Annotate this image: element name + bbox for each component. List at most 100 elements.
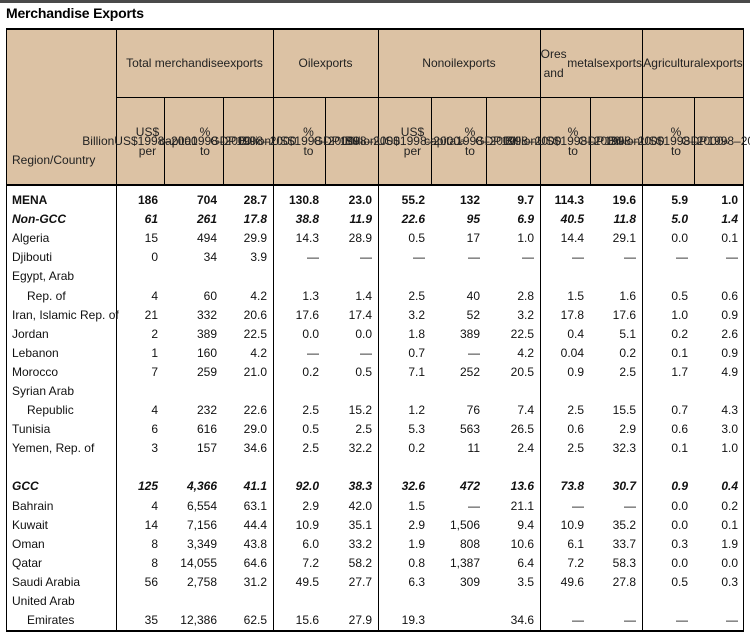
subcolumn-header-line: US$ (271, 134, 295, 148)
table-cell (164, 382, 217, 401)
table-cell: 0.1 (671, 345, 688, 360)
table-cell (694, 592, 738, 611)
table-cell: 15.6 (295, 613, 319, 628)
table-cell: 1.9 (721, 536, 738, 551)
subcolumn-header-line: 1998– (604, 134, 638, 148)
subcolumn-header-line: 2000 (696, 134, 724, 148)
table-cell: 27.9 (348, 613, 372, 628)
table-cell: 22.5 (243, 326, 267, 341)
table-cell: 3.2 (517, 307, 534, 322)
table-cell: 1.7 (671, 364, 688, 379)
table-cell (273, 382, 319, 401)
group-header-line: Agricultural (643, 56, 704, 70)
table-cell: 1 (151, 345, 158, 360)
group-header-line: exports (703, 56, 743, 70)
table-cell: 27.8 (612, 574, 636, 589)
row-label: Non-GCC (12, 212, 66, 227)
table-cell: 29.0 (243, 422, 267, 437)
group-header-line: exports (223, 56, 263, 70)
group-header-line: metals (567, 56, 603, 70)
table-cell: 14 (144, 517, 158, 532)
table-cell: 13.6 (510, 479, 534, 494)
table-cell: 28.7 (243, 193, 267, 207)
column-divider (378, 30, 379, 632)
table-cell: — (572, 250, 584, 265)
group-header-line: exports (602, 56, 642, 70)
table-cell: 52 (466, 307, 480, 322)
table-cell (223, 267, 267, 286)
table-cell (642, 382, 688, 401)
table-cell: 22.6 (243, 403, 267, 418)
table-cell: 29.9 (243, 231, 267, 246)
table-frame (6, 28, 744, 632)
table-cell: 4,366 (186, 479, 217, 494)
row-label: GCC (12, 479, 39, 494)
table-cell (378, 382, 425, 401)
table-cell: 0.9 (567, 364, 584, 379)
table-cell: 0.2 (619, 345, 636, 360)
table-cell: 0 (151, 250, 158, 265)
column-divider (325, 97, 326, 184)
table-cell (378, 592, 425, 611)
table-cell: 157 (196, 441, 217, 456)
table-cell: 63.1 (243, 498, 267, 513)
subcolumn-header: US$ per capita 1998– 2000 (136, 102, 251, 181)
table-cell: 26.5 (510, 422, 534, 437)
table-cell (590, 592, 636, 611)
table-cell: 1,387 (449, 555, 480, 570)
table-cell: 1.0 (517, 231, 534, 246)
table-cell: 0.9 (721, 345, 738, 360)
table-cell (486, 267, 534, 286)
table-cell: 17.8 (560, 307, 584, 322)
subcolumn-header-line: US$ (114, 134, 138, 148)
subcolumn-header-line: 2000 (433, 134, 460, 148)
table-cell: 7.2 (302, 555, 319, 570)
subcolumn-header-line: Billion (239, 134, 272, 148)
table-cell: 15.2 (348, 403, 372, 418)
subcolumn-header-line: 1998– (560, 134, 594, 148)
table-cell: 0.1 (721, 231, 738, 246)
row-label: Lebanon (12, 345, 59, 360)
table-cell: 0.6 (567, 422, 584, 437)
table-cell: 2.4 (517, 441, 534, 456)
table-cell (116, 382, 158, 401)
table-cell: 1.6 (619, 288, 636, 303)
subcolumn-header-line: 1998– (456, 134, 490, 148)
table-cell: 8 (151, 536, 158, 551)
subcolumn-header-line: 1998– (663, 134, 697, 148)
table-cell: — (468, 250, 480, 265)
subcolumn-header-line: % to (303, 124, 314, 158)
table-cell: 31.2 (243, 574, 267, 589)
row-label: Republic (27, 403, 74, 418)
table-cell: 4 (151, 288, 158, 303)
subcolumn-header-line: 1998– (137, 134, 172, 148)
table-cell: 261 (196, 212, 217, 227)
subcolumn-header-line: 2000 (637, 134, 665, 148)
table-cell: 0.8 (408, 555, 425, 570)
subcolumn-header-line: Billion (608, 134, 641, 148)
table-cell: 0.4 (567, 326, 584, 341)
table-cell (486, 592, 534, 611)
group-header-total: Total merchandise exports (116, 30, 273, 97)
table-cell: 44.4 (243, 517, 267, 532)
table-cell: 0.6 (671, 422, 688, 437)
row-label: Emirates (27, 613, 75, 628)
subcolumn-header-line: 1998– (339, 134, 374, 148)
subcolumn-header-line: US$ (537, 134, 561, 148)
row-label: Bahrain (12, 498, 54, 513)
row-label: Rep. of (27, 288, 66, 303)
table-cell: 3.5 (517, 574, 534, 589)
table-cell: 0.3 (721, 574, 738, 589)
row-label: Yemen, Rep. of (12, 441, 95, 456)
group-header-nonoil: Nonoil exports (378, 30, 540, 97)
table-cell: 2.8 (517, 288, 534, 303)
table-cell: 0.9 (721, 307, 738, 322)
subcolumn-header-line: 1998– (399, 134, 434, 148)
table-cell: 95 (466, 212, 480, 227)
table-cell: — (468, 345, 480, 360)
subcolumn-header-line: US$ per (135, 124, 160, 158)
table-cell (164, 592, 217, 611)
table-cell: 389 (196, 326, 217, 341)
table-cell (116, 592, 158, 611)
